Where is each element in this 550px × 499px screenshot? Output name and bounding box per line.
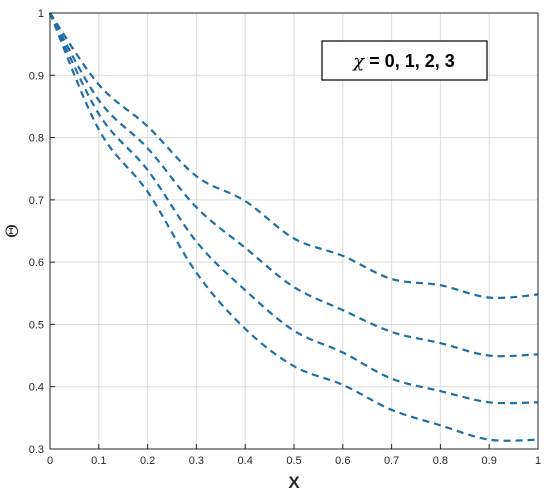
x-tick-label: 0.9 <box>482 455 497 467</box>
y-tick-label: 0.9 <box>29 70 44 82</box>
y-tick-label: 0.7 <box>29 195 44 207</box>
y-axis-label: Θ <box>3 224 23 238</box>
plot-lines <box>48 12 539 442</box>
x-tick-label: 0.4 <box>238 455 253 467</box>
x-tick-label: 0 <box>47 455 53 467</box>
x-axis-label: X <box>288 473 300 492</box>
y-tick-label: 0.4 <box>29 382 44 394</box>
x-tick-label: 0.8 <box>433 455 448 467</box>
series-line-3 <box>49 12 539 405</box>
x-tick-label: 0.6 <box>335 455 350 467</box>
series-line-4 <box>48 12 539 442</box>
x-axis-ticks: 0 0.1 0.2 0.3 0.4 0.5 0.6 0.7 0.8 0.9 1 <box>47 444 541 467</box>
x-tick-label: 0.3 <box>189 455 204 467</box>
series-line-1 <box>49 12 539 300</box>
y-tick-label: 0.6 <box>29 257 44 269</box>
y-axis-ticks: 0.3 0.4 0.5 0.6 0.7 0.8 0.9 1 <box>29 8 55 456</box>
x-tick-label: 0.2 <box>140 455 155 467</box>
annotation-box <box>321 40 488 81</box>
series-line-2 <box>49 12 539 358</box>
x-tick-label: 1 <box>535 455 541 467</box>
legend-annotation: χ = 0, 1, 2, 3 <box>321 40 488 81</box>
x-tick-label: 0.7 <box>384 455 399 467</box>
y-tick-label: 0.3 <box>29 444 44 456</box>
annotation-text: χ = 0, 1, 2, 3 <box>351 51 454 72</box>
y-tick-label: 1 <box>38 8 44 20</box>
annotation-values: = 0, 1, 2, 3 <box>364 51 455 71</box>
annotation-symbol: χ <box>351 51 365 72</box>
y-tick-label: 0.8 <box>29 133 44 145</box>
x-tick-label: 0.1 <box>91 455 106 467</box>
x-tick-label: 0.5 <box>286 455 301 467</box>
y-tick-label: 0.5 <box>29 319 44 331</box>
